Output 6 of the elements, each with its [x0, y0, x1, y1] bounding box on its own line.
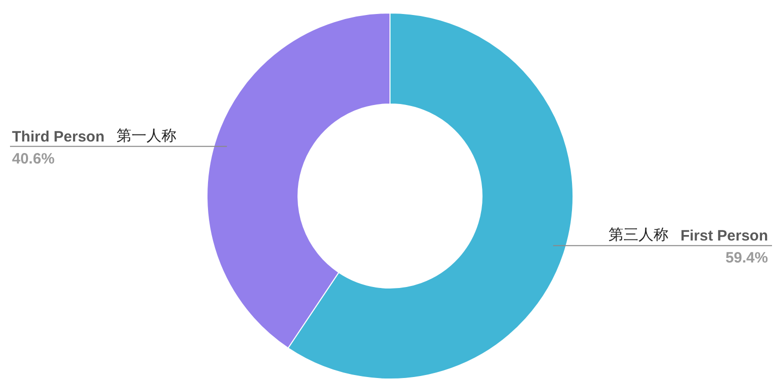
data-label: 40.6%: [12, 150, 55, 168]
data-label: 59.4%: [725, 250, 768, 267]
slice-label: Third Person: [12, 128, 105, 146]
text: 第三人称: [608, 226, 668, 244]
slice-label: First Person: [680, 228, 768, 245]
text: 第一人称: [116, 126, 177, 144]
